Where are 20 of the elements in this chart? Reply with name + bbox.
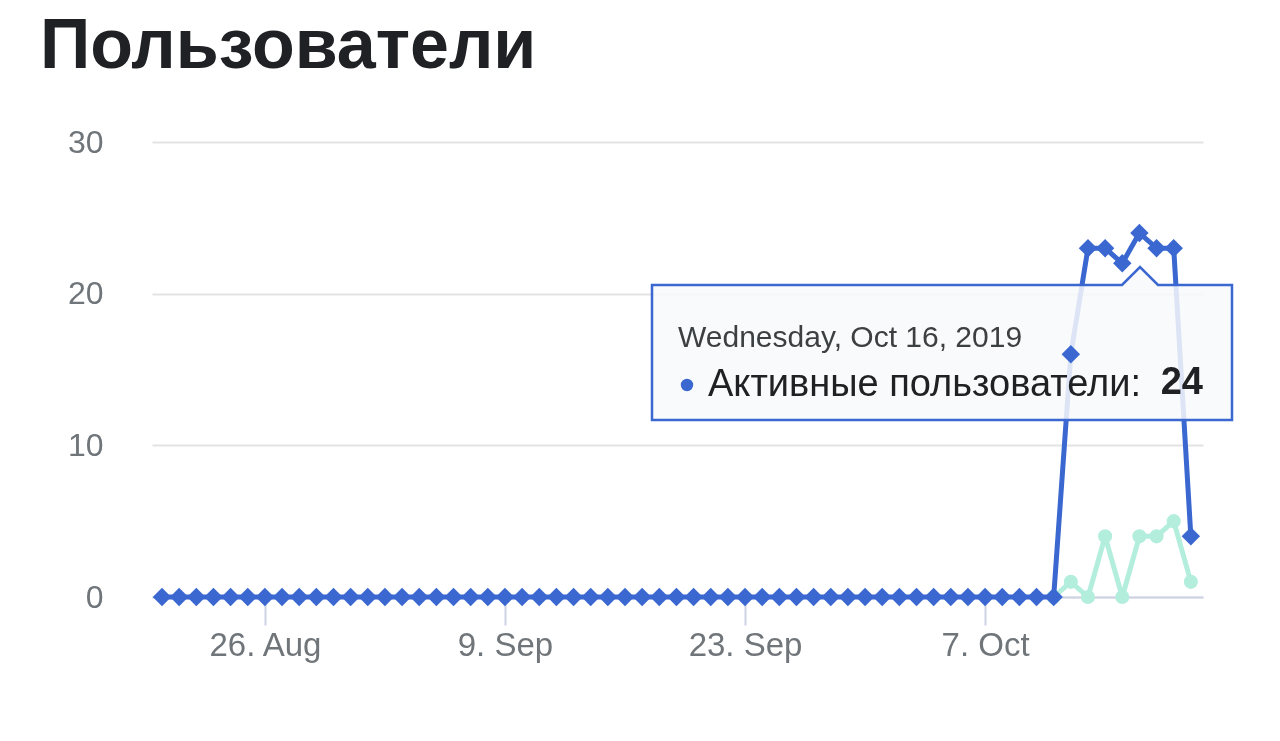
legend-label: Активные пользователи:	[708, 362, 1142, 404]
y-tick-label: 0	[85, 578, 104, 615]
point	[1132, 529, 1147, 544]
point	[1183, 574, 1198, 589]
point	[1080, 589, 1096, 605]
x-tick-label: 23. Sep	[688, 625, 803, 663]
x-tick-label: 7. Oct	[941, 625, 1030, 663]
x-tick-label: 9. Sep	[457, 625, 554, 663]
y-tick-label: 20	[67, 275, 104, 312]
y-tick-label: 30	[67, 123, 104, 160]
point	[1115, 589, 1130, 605]
y-tick-label: 10	[67, 426, 104, 463]
point	[1149, 529, 1164, 544]
annotation: Wednesday, Oct 16, 2019	[678, 320, 1023, 353]
chart-title: Пользователи	[40, 5, 537, 83]
point	[1098, 529, 1113, 544]
point	[1166, 514, 1181, 529]
annotation: 24	[1160, 360, 1203, 402]
x-tick-label: 26. Aug	[209, 625, 322, 663]
point	[1063, 574, 1078, 589]
